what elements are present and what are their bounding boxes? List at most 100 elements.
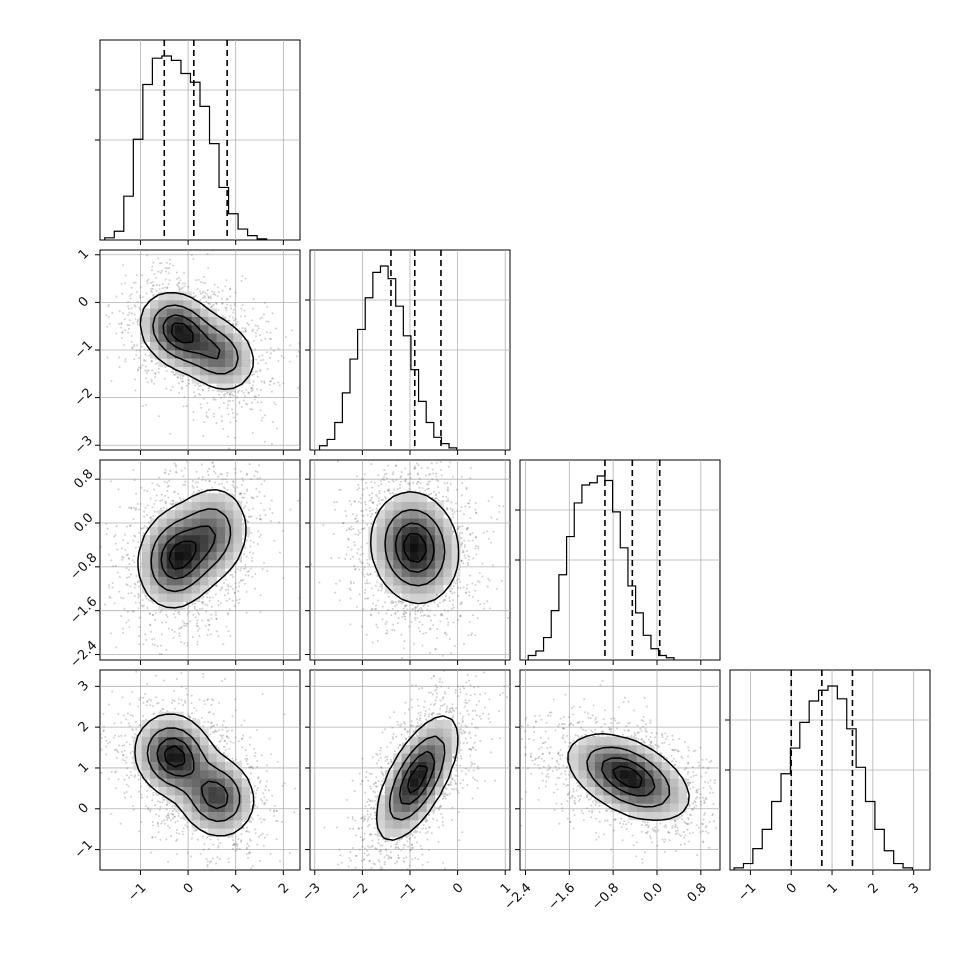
scatter-point [167,473,170,476]
scatter-point [487,577,490,580]
scatter-point [108,584,111,587]
scatter-point [137,545,140,548]
scatter-point [133,594,136,597]
scatter-point [259,317,262,320]
scatter-point [269,347,272,350]
scatter-point [477,547,480,550]
scatter-point [118,366,121,369]
scatter-point [223,594,226,597]
scatter-point [206,402,209,405]
scatter-point [242,392,245,395]
scatter-point [459,587,462,590]
scatter-point [428,652,431,655]
scatter-point [120,547,123,550]
scatter-point [244,505,247,508]
scatter-point [431,496,434,499]
scatter-point [224,588,227,591]
scatter-point [164,266,167,269]
scatter-point [136,323,139,326]
scatter-point [199,384,202,387]
scatter-point [110,632,113,635]
scatter-point [368,582,371,585]
scatter-point [410,429,412,431]
scatter-point [172,502,175,505]
scatter-point [363,575,366,578]
scatter-point [464,505,467,508]
scatter-point [226,303,229,306]
scatter-point [118,658,121,660]
scatter-point [448,600,451,603]
scatter-point [133,534,136,537]
scatter-point [392,471,395,474]
scatter-point [133,586,136,589]
scatter-point [124,358,127,361]
scatter-point [402,615,405,618]
scatter-point [144,353,147,356]
scatter-point [131,346,134,349]
scatter-point [356,519,359,522]
scatter-point [251,496,254,499]
scatter-point [142,643,145,646]
scatter-point [470,633,473,636]
density-cell [183,576,192,586]
scatter-point [206,293,209,296]
scatter-point [225,307,228,310]
scatter-point [421,644,424,647]
scatter-point [211,250,214,252]
density-cell [208,333,217,342]
scatter-point [217,309,220,312]
scatter-point [266,569,269,572]
panel-content [100,448,300,678]
scatter-point [451,509,454,512]
scatter-point [247,520,250,523]
scatter-point [459,614,462,617]
scatter-point [222,402,225,405]
scatter-point [372,594,375,597]
scatter-point [108,553,111,556]
scatter-point [199,281,202,284]
density-cell [150,325,159,334]
scatter-point [241,496,244,499]
scatter-point [220,419,223,422]
scatter-point [348,527,351,530]
scatter-point [196,640,199,643]
scatter-point [270,390,273,393]
scatter-point [264,513,267,516]
scatter-point [419,611,422,614]
scatter-point [151,482,154,485]
scatter-point [128,327,131,330]
scatter-point [153,448,155,450]
scatter-point [228,393,231,396]
scatter-point [150,360,153,363]
scatter-point [228,597,231,600]
density-cell [216,535,226,544]
density-cell [225,333,234,342]
scatter-point [217,475,220,478]
scatter-point [240,390,243,393]
scatter-point [250,478,253,481]
density-cell [158,593,167,602]
scatter-point [183,285,186,288]
scatter-point [220,415,223,418]
scatter-point [210,613,213,616]
scatter-point [212,412,215,415]
scatter-point [454,582,457,585]
scatter-point [202,290,205,293]
scatter-point [407,445,409,447]
scatter-point [174,609,177,612]
density-cell [158,341,167,351]
scatter-point [443,482,446,485]
scatter-point [134,583,137,586]
scatter-point [433,614,436,617]
scatter-point [435,475,438,478]
scatter-point [257,394,260,397]
scatter-point [184,676,186,678]
scatter-point [138,531,141,534]
scatter-point [448,587,451,590]
scatter-point [232,416,235,419]
scatter-point [452,621,455,624]
scatter-point [154,375,157,378]
density-cell [208,375,217,384]
scatter-point [254,370,257,373]
scatter-point [141,527,144,530]
